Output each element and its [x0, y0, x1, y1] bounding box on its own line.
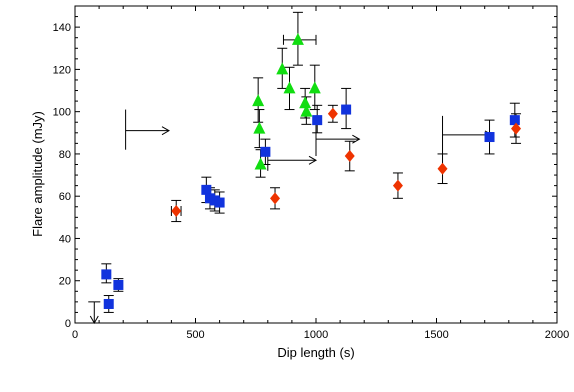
triangle-marker	[308, 81, 321, 94]
y-tick-label: 20	[59, 276, 71, 288]
square-marker	[341, 104, 352, 115]
limit-arrowhead	[352, 134, 361, 144]
triangle-marker	[291, 32, 304, 45]
square-marker	[101, 269, 112, 280]
triangle-marker	[283, 81, 296, 94]
diamond-marker	[327, 107, 338, 120]
square-marker	[103, 298, 114, 309]
diamond-marker	[437, 162, 448, 175]
y-tick-label: 80	[59, 149, 71, 161]
y-axis-label: Flare amplitude (mJy)	[30, 111, 45, 237]
diamond-marker	[270, 192, 281, 205]
square-marker	[484, 132, 495, 143]
y-tick-label: 40	[59, 233, 71, 245]
limit-arrowhead	[161, 126, 170, 136]
triangle-marker	[252, 94, 265, 107]
square-marker	[113, 279, 124, 290]
x-tick-label: 1000	[304, 329, 328, 341]
y-tick-label: 120	[53, 64, 71, 76]
plot-frame	[74, 5, 558, 324]
limit-arrowhead	[89, 315, 99, 325]
x-tick-label: 1500	[424, 329, 448, 341]
square-marker	[509, 115, 520, 126]
diamond-marker	[511, 122, 522, 135]
triangle-marker	[300, 104, 313, 117]
y-tick-label: 100	[53, 107, 71, 119]
triangle-marker	[299, 96, 312, 109]
square-marker	[214, 197, 225, 208]
x-axis-label: Dip length (s)	[277, 345, 354, 360]
diamond-marker	[392, 179, 403, 192]
diamond-marker	[344, 150, 355, 163]
limit-arrowhead	[308, 155, 318, 165]
y-tick-label: 140	[53, 22, 71, 34]
triangle-marker	[276, 62, 289, 75]
diamond-marker	[171, 204, 182, 217]
square-marker	[260, 146, 271, 157]
square-marker	[312, 115, 323, 126]
x-tick-label: 2000	[545, 329, 569, 341]
y-tick-label: 0	[65, 318, 71, 330]
triangle-marker	[253, 121, 266, 134]
x-tick-label: 0	[72, 329, 78, 341]
triangle-marker	[254, 157, 267, 170]
square-marker	[201, 184, 212, 195]
x-tick-label: 500	[186, 329, 204, 341]
y-tick-label: 60	[59, 191, 71, 203]
